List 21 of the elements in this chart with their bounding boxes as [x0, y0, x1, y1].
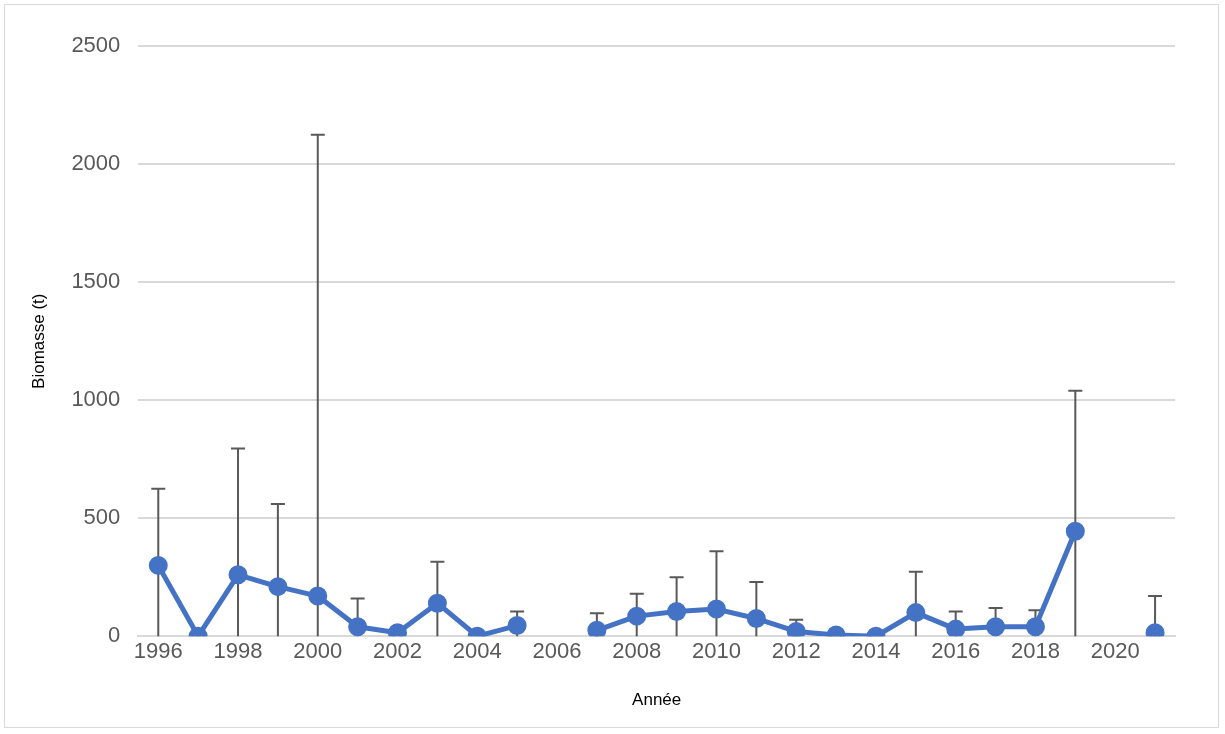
y-tick-label: 2500 [71, 32, 121, 58]
y-tick-label: 0 [108, 622, 121, 648]
x-tick-label: 2008 [612, 638, 662, 664]
y-axis-title: Biomasse (t) [28, 293, 48, 389]
x-tick-label: 2010 [692, 638, 741, 664]
x-tick-label: 2014 [851, 638, 901, 664]
x-tick-label: 1996 [133, 638, 183, 664]
x-tick-label: 1998 [213, 638, 263, 664]
y-tick-label: 2000 [71, 150, 121, 176]
y-tick-label: 500 [83, 504, 121, 530]
x-tick-label: 2002 [373, 638, 422, 664]
y-tick-label: 1500 [71, 268, 121, 294]
x-tick-label: 2016 [931, 638, 981, 664]
x-tick-label: 2012 [771, 638, 821, 664]
x-tick-label: 2000 [293, 638, 343, 664]
x-axis-title: Année [632, 690, 682, 710]
y-tick-label: 1000 [71, 386, 121, 412]
x-tick-label: 2018 [1010, 638, 1060, 664]
x-tick-label: 2004 [452, 638, 502, 664]
x-tick-label: 2020 [1090, 638, 1140, 664]
x-tick-label: 2006 [532, 638, 582, 664]
